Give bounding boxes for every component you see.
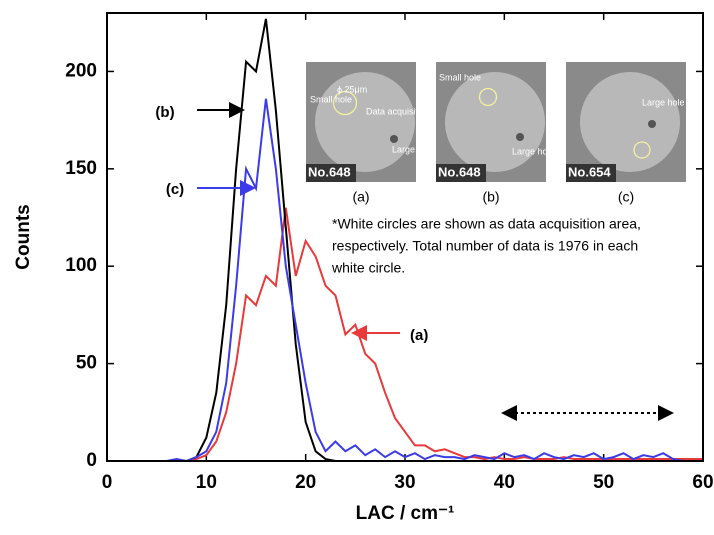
plot-frame xyxy=(106,12,704,462)
acquisition-circle xyxy=(633,141,651,159)
inset-label: Small hole xyxy=(310,94,352,104)
x-axis-title: LAC / cm⁻¹ xyxy=(356,503,455,524)
inset-label: Large hole xyxy=(512,146,555,156)
number-box xyxy=(566,164,616,182)
inset-number: No.648 xyxy=(308,164,351,179)
inset-number: No.654 xyxy=(568,164,611,179)
x-tick-label: 10 xyxy=(196,472,217,493)
y-tick-label: 150 xyxy=(65,158,97,179)
note-line: white circle. xyxy=(331,260,405,276)
x-tick-label: 40 xyxy=(494,472,515,493)
large-hole xyxy=(390,135,398,143)
specimen-disc xyxy=(315,72,415,172)
inset-label: Large hole xyxy=(642,97,685,107)
large-hole xyxy=(516,133,524,141)
inset-caption: (c) xyxy=(618,189,634,205)
y-tick-label: 200 xyxy=(65,60,97,81)
number-box xyxy=(306,164,356,182)
y-axis-title: Counts xyxy=(13,204,34,269)
y-tick-label: 50 xyxy=(76,353,97,374)
inset-caption: (a) xyxy=(352,189,369,205)
series-label: (c) xyxy=(166,181,184,198)
inset-label: Large hole xyxy=(392,144,435,154)
series-label: (b) xyxy=(155,104,174,121)
note-line: *White circles are shown as data acquisi… xyxy=(332,216,641,232)
x-tick-label: 20 xyxy=(295,472,316,493)
inset-label: Small hole xyxy=(439,72,481,82)
number-box xyxy=(436,164,486,182)
specimen-disc xyxy=(445,72,545,172)
x-tick-label: 0 xyxy=(102,472,113,493)
x-tick-label: 60 xyxy=(692,472,713,493)
series-label: (a) xyxy=(410,327,428,344)
specimen-disc xyxy=(580,72,680,172)
acquisition-circle xyxy=(478,87,498,107)
inset-number: No.648 xyxy=(438,164,481,179)
inset-label: Data acquisition area xyxy=(366,106,451,116)
y-tick-label: 100 xyxy=(65,255,97,276)
inset-caption: (b) xyxy=(482,189,499,205)
inset-label: ϕ 25μm xyxy=(337,84,367,94)
x-tick-label: 30 xyxy=(394,472,415,493)
x-tick-label: 50 xyxy=(593,472,614,493)
acquisition-circle xyxy=(332,90,358,116)
data-line xyxy=(107,98,703,463)
large-hole xyxy=(648,120,656,128)
note-line: respectively. Total number of data is 19… xyxy=(332,238,638,254)
y-tick-label: 0 xyxy=(86,450,97,471)
